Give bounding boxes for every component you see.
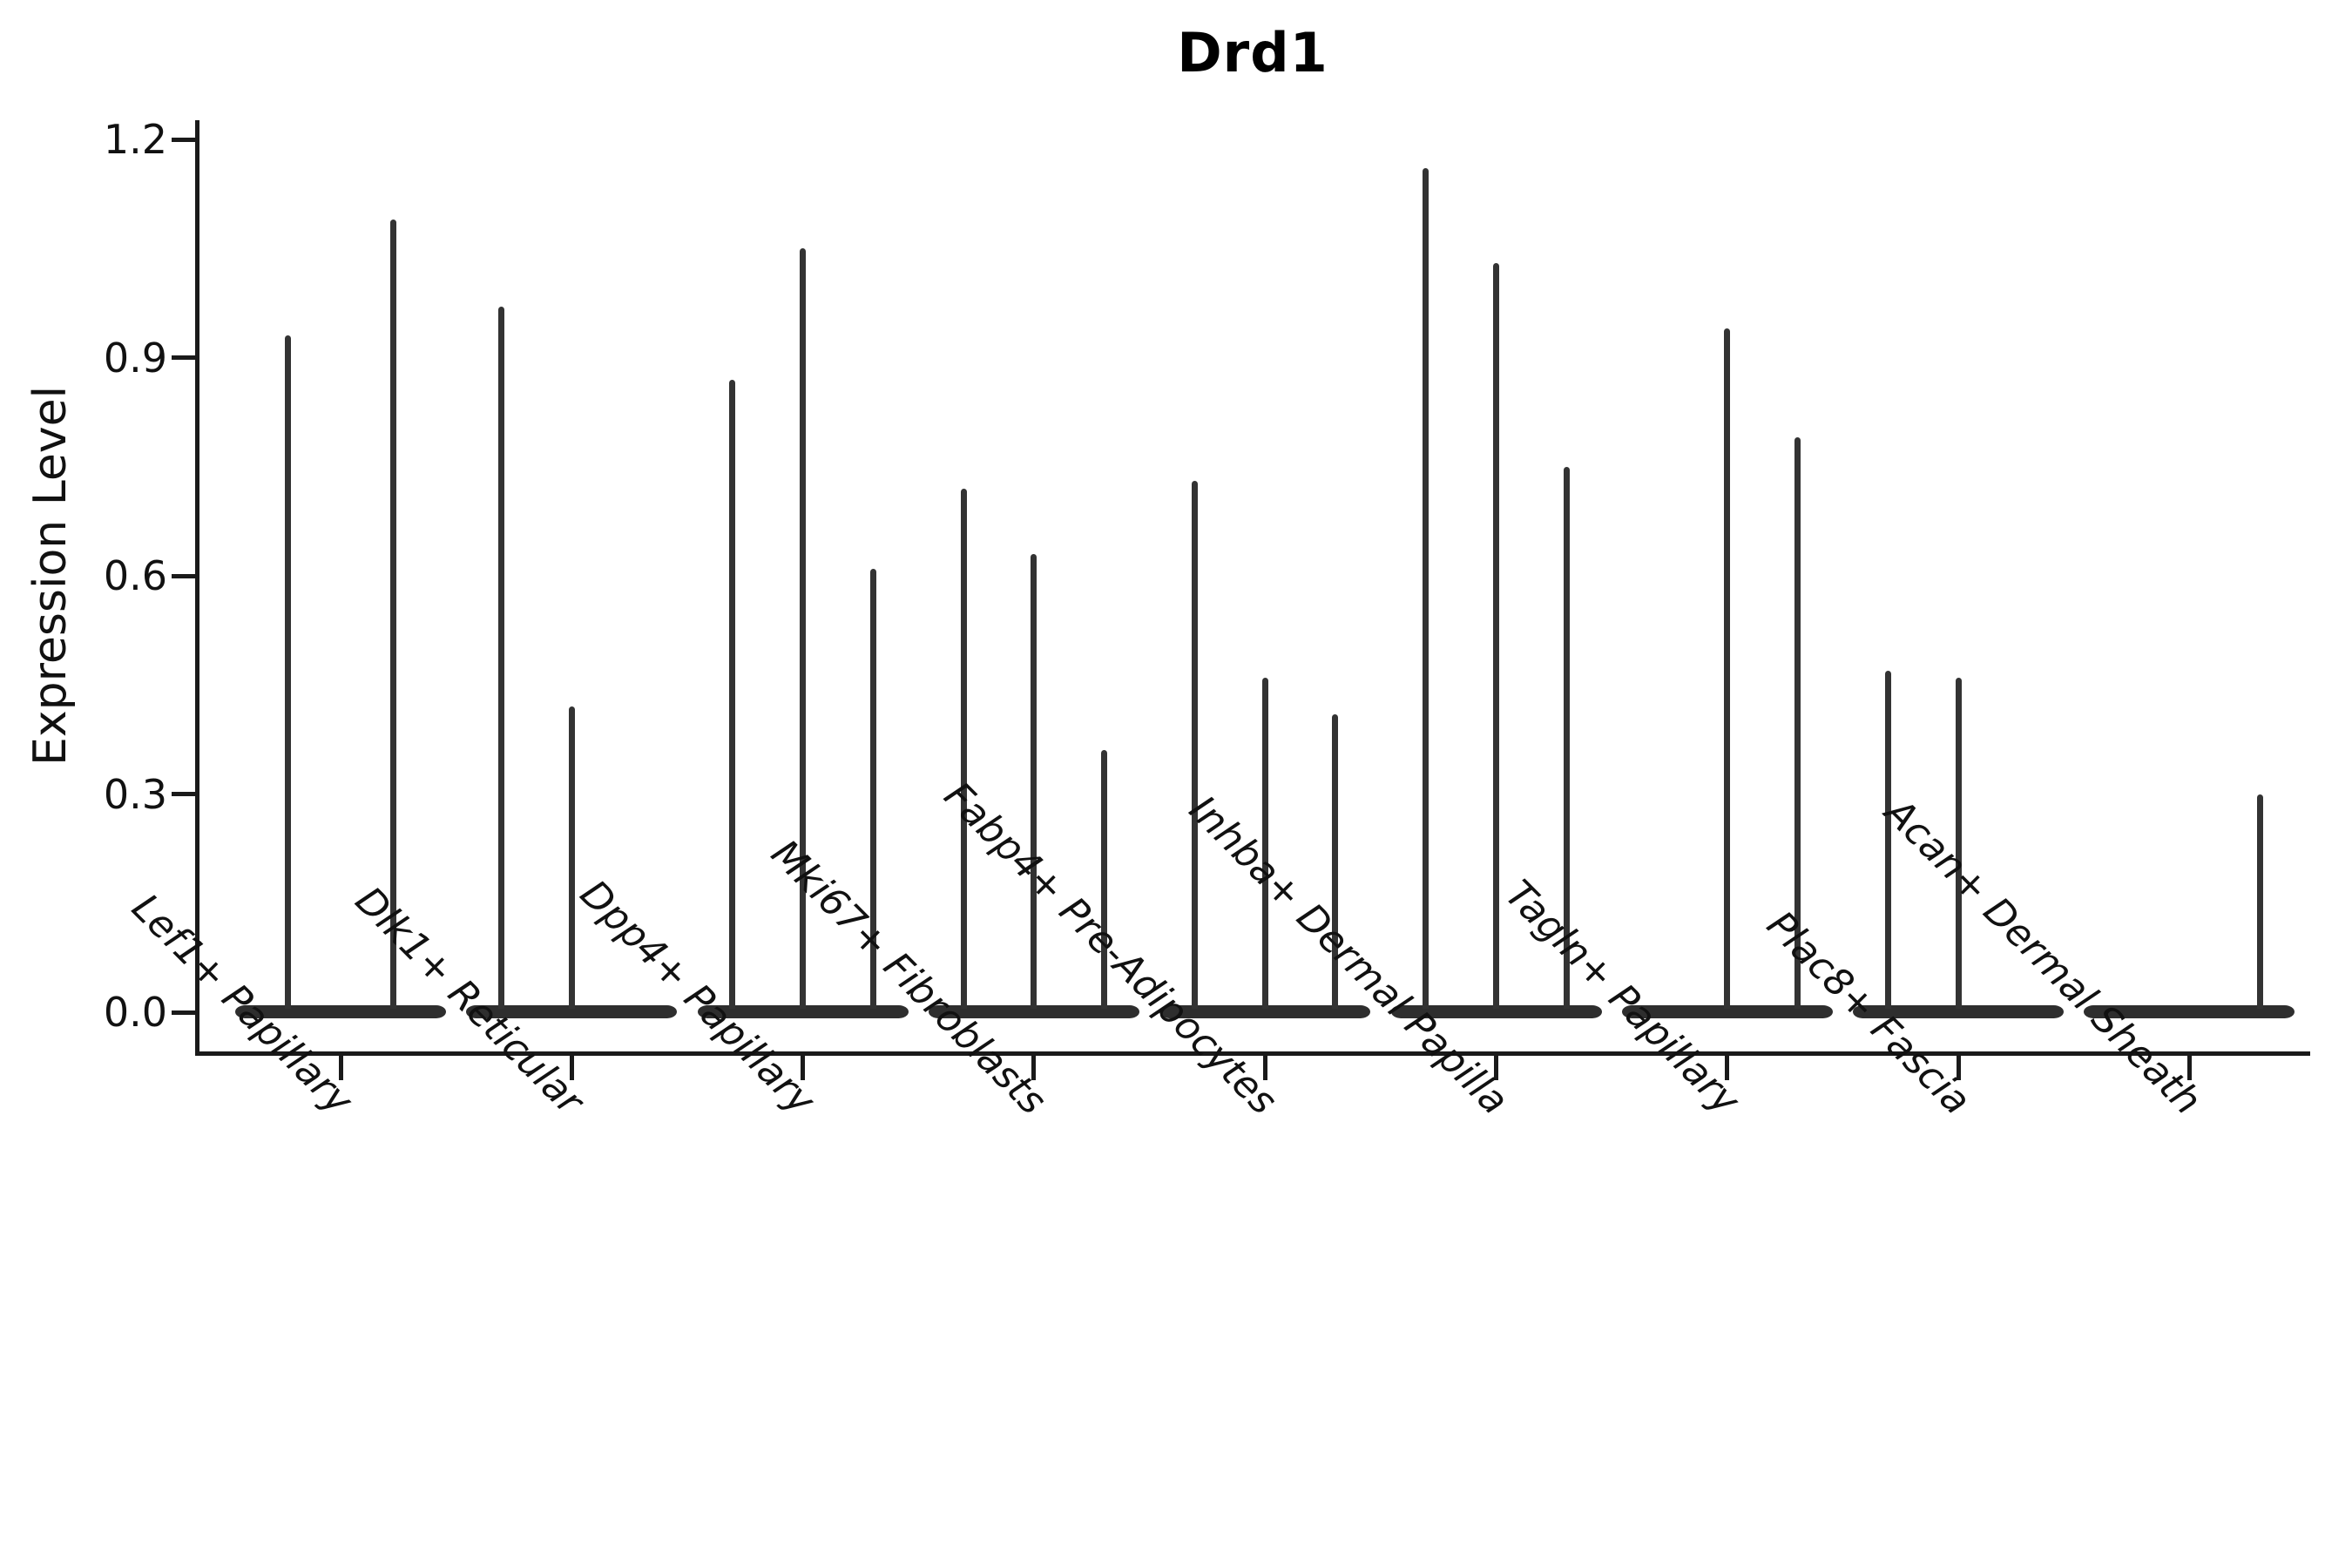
y-axis-spine: [195, 120, 199, 1056]
y-tick-mark: [172, 792, 195, 796]
violin-spike: [1563, 466, 1570, 1009]
y-tick-mark: [172, 137, 195, 142]
x-tick-label: Tagln+ Papillary: [1496, 871, 1748, 1124]
violin-group-base: [466, 1005, 678, 1018]
x-tick-label: Dpp4+ Papillary: [571, 871, 824, 1124]
x-tick-label: Dlk1+ Reticular: [347, 878, 592, 1124]
x-tick-mark: [1956, 1056, 1961, 1080]
y-tick-label: 1.2: [103, 116, 167, 163]
x-axis-spine: [195, 1051, 2310, 1056]
violin-spike: [390, 219, 396, 1009]
chart-title: Drd1: [1177, 21, 1328, 84]
x-tick-mark: [1031, 1056, 1037, 1080]
x-tick-mark: [2186, 1056, 2192, 1080]
x-tick-mark: [801, 1056, 806, 1080]
violin-spike: [1332, 713, 1339, 1009]
violin-spike: [285, 335, 291, 1009]
y-tick-mark: [172, 1010, 195, 1015]
y-tick-label: 0.3: [103, 770, 167, 818]
violin-spike: [1955, 677, 1962, 1009]
y-tick-mark: [172, 355, 195, 360]
violin-spike: [1493, 262, 1499, 1009]
violin-spike: [800, 248, 807, 1009]
violin-group-base: [1390, 1005, 1602, 1018]
violin-group-base: [697, 1005, 909, 1018]
violin-spike: [1423, 168, 1429, 1009]
violin-group-base: [1853, 1005, 2065, 1018]
violin-spike: [498, 307, 505, 1009]
y-tick-mark: [172, 573, 195, 578]
violin-spike: [1884, 670, 1891, 1009]
violin-group-base: [928, 1005, 1139, 1018]
violin-group-base: [1621, 1005, 1833, 1018]
violin-spike: [2256, 794, 2263, 1009]
x-tick-mark: [569, 1056, 574, 1080]
violin-spike: [729, 379, 736, 1009]
violin-spike: [1101, 750, 1108, 1009]
violin-spike: [1794, 437, 1801, 1009]
violin-spike: [568, 706, 575, 1009]
x-tick-mark: [1725, 1056, 1730, 1080]
violin-spike: [1031, 553, 1037, 1009]
violin-group-base: [1159, 1005, 1371, 1018]
y-tick-label: 0.9: [103, 334, 167, 382]
y-tick-label: 0.0: [103, 989, 167, 1036]
x-tick-mark: [1262, 1056, 1267, 1080]
violin-spike: [869, 568, 876, 1009]
violin-group-base: [2084, 1005, 2295, 1018]
y-tick-label: 0.6: [103, 552, 167, 599]
x-tick-mark: [338, 1056, 343, 1080]
violin-spike: [1261, 677, 1268, 1009]
x-tick-mark: [1494, 1056, 1498, 1080]
violin-spike: [1192, 481, 1199, 1009]
violin-spike: [960, 488, 967, 1009]
violin-spike: [1724, 328, 1731, 1009]
